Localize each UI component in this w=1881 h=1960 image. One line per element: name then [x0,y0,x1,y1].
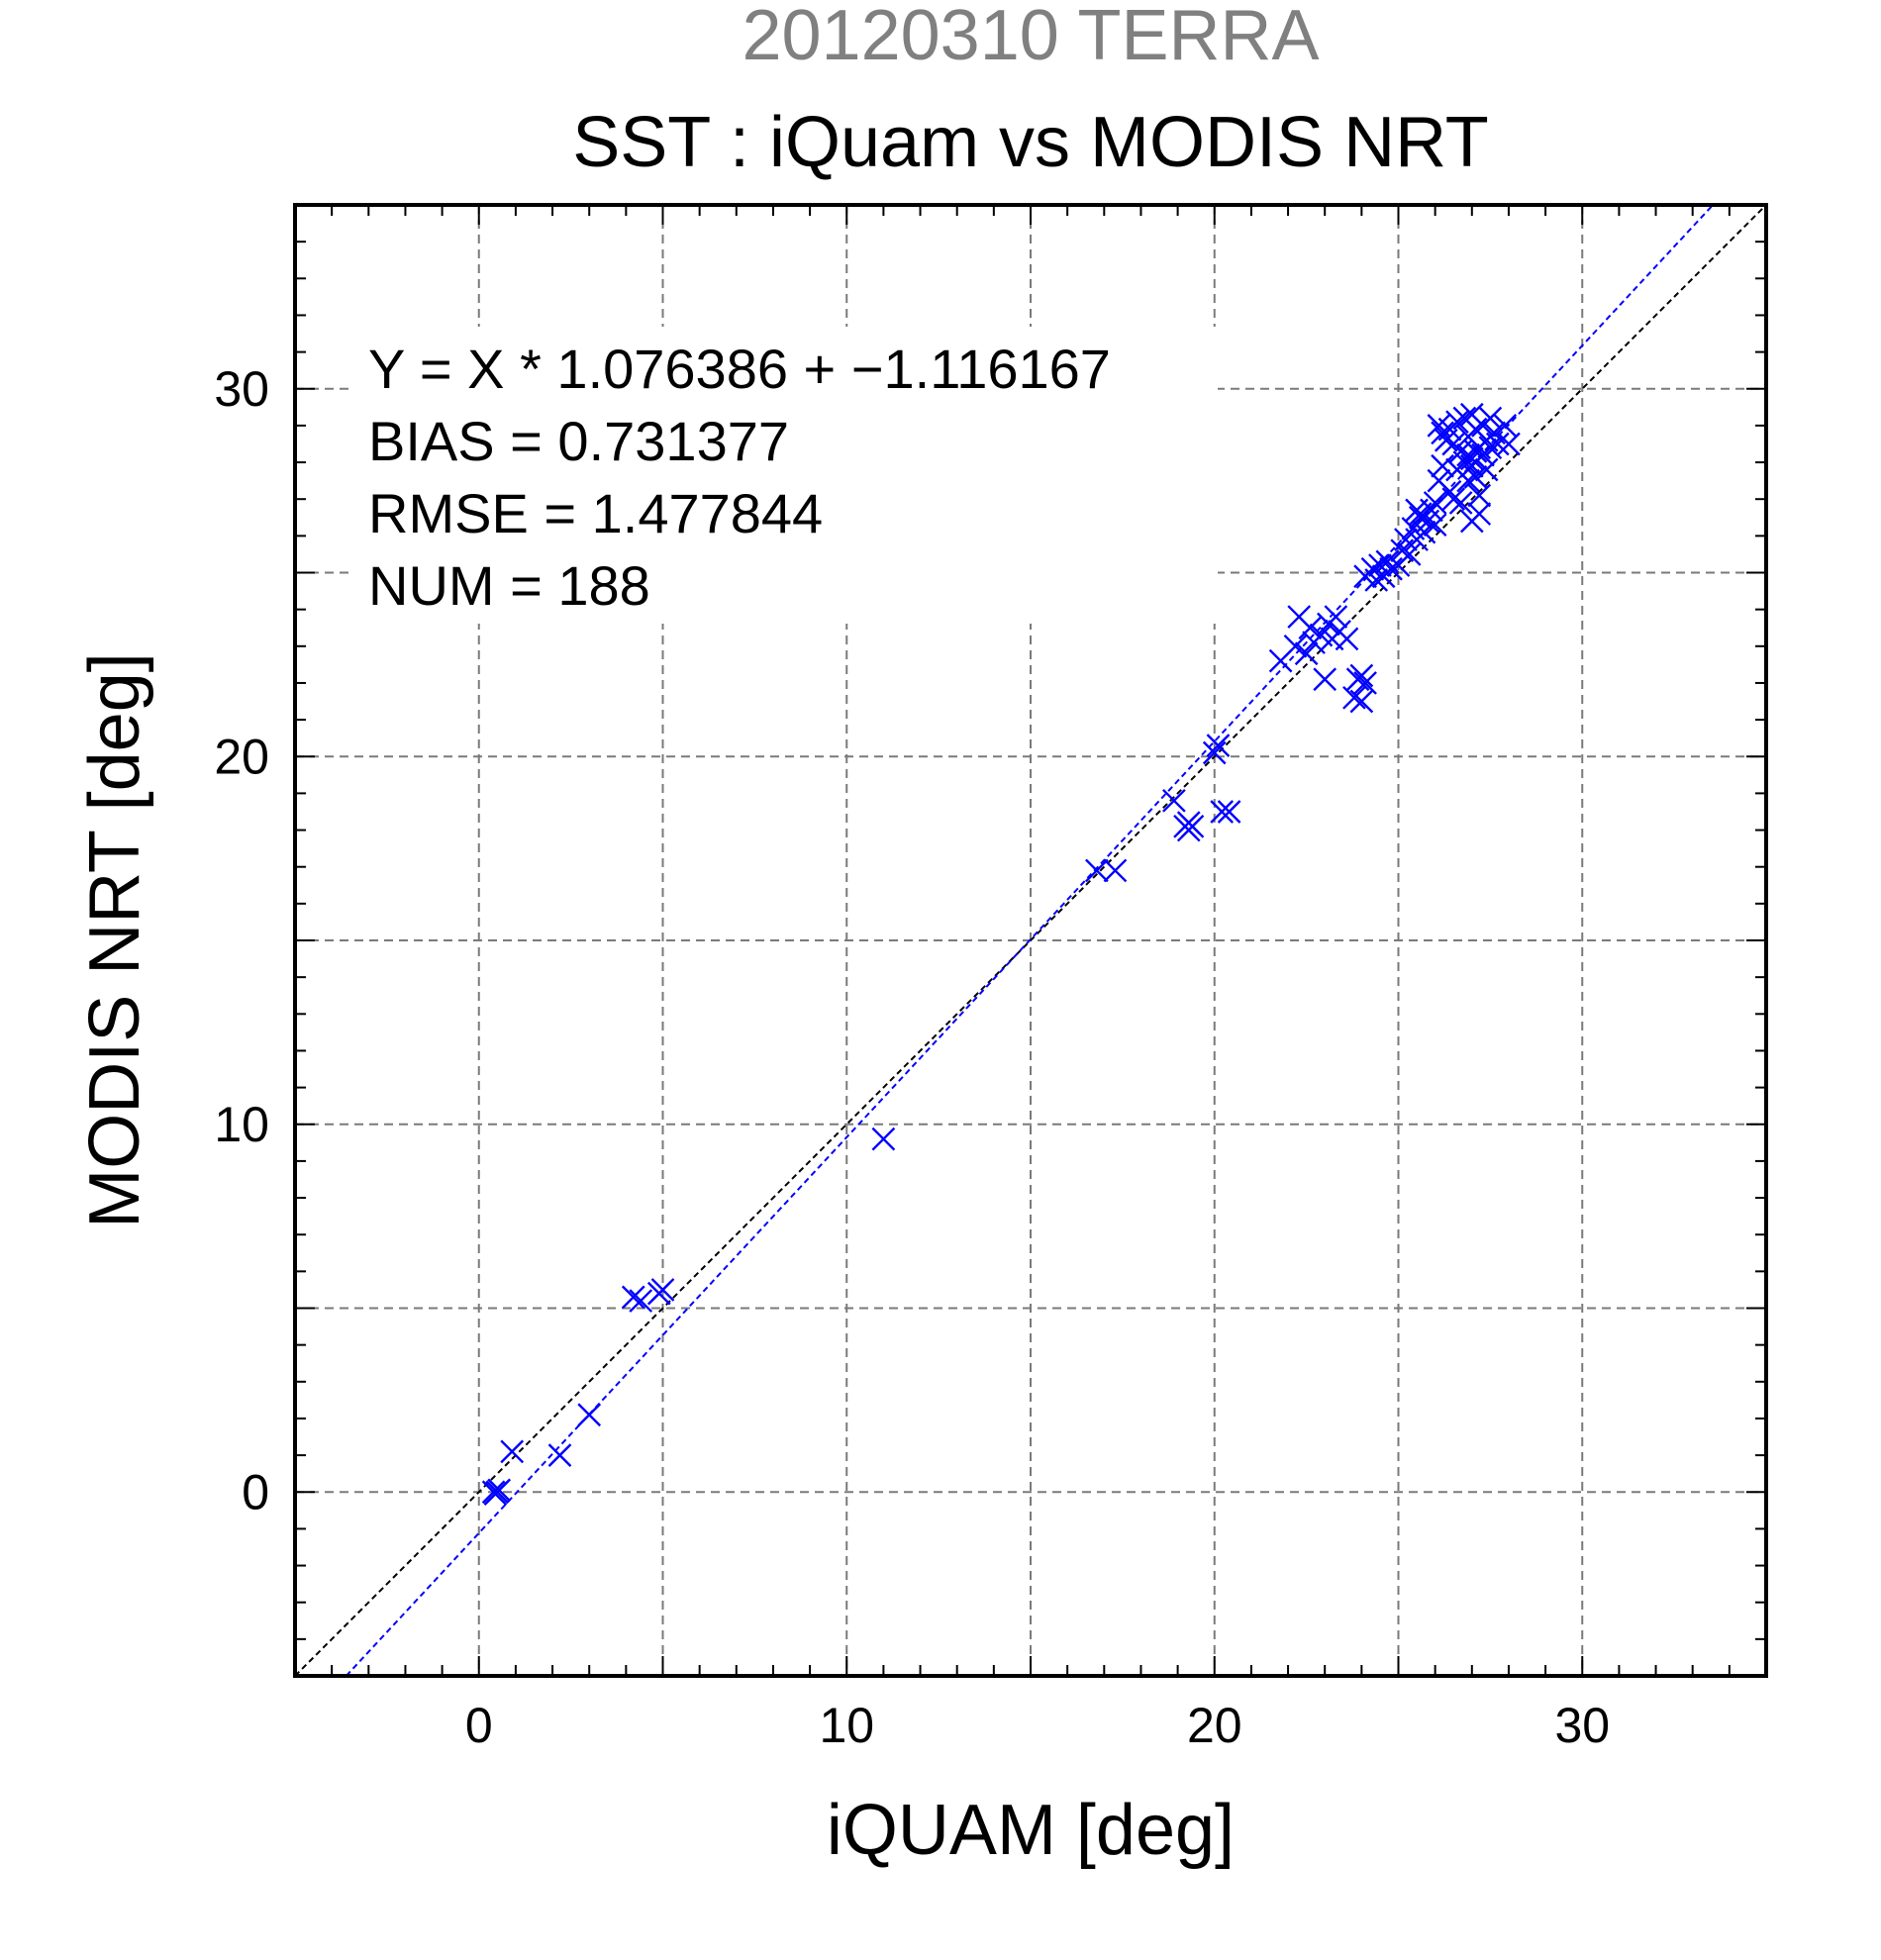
data-point [1423,513,1447,538]
y-tick-label: 0 [242,1464,269,1519]
data-point [1313,667,1337,692]
data-point [1349,689,1374,714]
data-point [1445,410,1469,435]
bias-value: BIAS = 0.731377 [368,410,789,472]
data-point [871,1127,896,1151]
data-point [1485,432,1510,456]
data-point [1349,663,1374,688]
data-point [1478,436,1503,460]
x-tick-label: 30 [1554,1698,1610,1753]
data-point [1397,542,1422,566]
data-point [1283,634,1308,658]
data-point [1405,498,1429,523]
x-tick-label: 10 [819,1698,874,1753]
data-point [500,1439,525,1464]
data-point [1474,457,1499,482]
data-point [1431,453,1454,478]
regression-line [345,204,1714,1677]
data-point [621,1285,645,1310]
data-point [1202,740,1227,765]
data-point [577,1403,602,1427]
data-point [629,1289,653,1313]
data-point [1423,491,1447,515]
fit-equation: Y = X * 1.076386 + −1.116167 [368,338,1111,400]
x-tick-label: 0 [465,1698,493,1753]
rmse-value: RMSE = 1.477844 [368,482,823,544]
data-point [1364,568,1389,592]
data-point [1294,641,1319,666]
plot-frame [293,203,1768,1678]
data-point [1459,453,1484,478]
data-point [1324,605,1348,629]
data-point [1456,468,1480,493]
data-point [547,1443,572,1467]
data-point [1085,858,1109,883]
x-tick-label: 20 [1187,1698,1242,1753]
data-point [1353,671,1377,695]
stats-box [354,327,1218,624]
y-tick-label: 20 [214,729,269,784]
data-point [1463,440,1488,463]
chart-header: 20120310 TERRA [742,0,1319,75]
data-point [1298,616,1323,640]
x-axis-title: iQUAM [deg] [827,1791,1235,1870]
data-point [1478,406,1503,431]
data-point [650,1278,675,1302]
y-tick-label: 30 [214,361,269,417]
num-value: NUM = 188 [368,554,650,617]
data-point [1493,414,1518,438]
data-point [1335,627,1359,651]
data-point [1176,818,1201,842]
scatter-points [481,402,1521,1506]
data-point [1467,502,1492,526]
data-point [1467,483,1492,508]
data-point [1448,491,1473,515]
data-point [487,1478,512,1503]
data-point [1103,858,1128,883]
data-point [1441,487,1466,512]
y-tick-label: 10 [214,1097,269,1152]
data-point [1497,432,1521,456]
y-axis-title: MODIS NRT [deg] [75,652,154,1228]
data-point [1379,556,1403,581]
data-point [1210,800,1235,824]
reference-lines [294,204,1767,1677]
data-point [1162,788,1186,813]
y-tick-labels: 0 10 20 30 [214,361,269,1520]
chart-title: SST : iQuam vs MODIS NRT [572,103,1489,182]
data-point [1206,734,1231,757]
data-point [1217,800,1241,824]
data-point [1342,685,1366,710]
x-tick-labels: 0 10 20 30 [465,1698,1610,1753]
data-point [1394,528,1418,551]
